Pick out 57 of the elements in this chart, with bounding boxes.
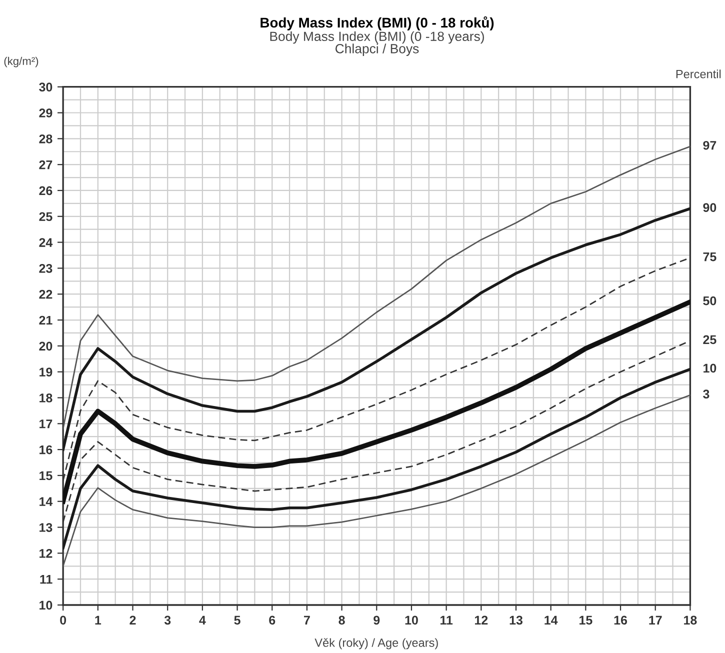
y-tick-label: 13 [40, 523, 52, 532]
y-tick-label: 28 [39, 134, 52, 144]
x-tick-label: 10 [405, 616, 418, 625]
line-series [63, 207, 690, 451]
y-tick-label: 19 [40, 368, 52, 376]
x-tick-label: 14 [544, 616, 558, 624]
y-tick-label: 23 [39, 264, 52, 273]
series-label: 50 [703, 296, 716, 306]
y-tick-label: 20 [39, 342, 52, 351]
x-axis-title: Věk (roky) / Age (years) [314, 638, 438, 650]
y-tick-label: 25 [39, 212, 52, 222]
y-tick-label: 29 [39, 108, 52, 118]
y-tick-label: 24 [39, 238, 53, 247]
series-label: 75 [703, 252, 716, 262]
x-tick-label: 13 [510, 616, 522, 625]
line-series [63, 368, 690, 550]
y-tick-label: 17 [40, 420, 52, 428]
x-tick-label: 5 [234, 616, 240, 625]
x-tick-label: 17 [649, 616, 662, 624]
series-label: 97 [703, 140, 716, 150]
y-tick-label: 12 [40, 548, 52, 558]
x-tick-label: 12 [474, 616, 488, 624]
chart-title: Body Mass Index (BMI) (0 - 18 roků) [260, 16, 494, 30]
x-tick-label: 15 [580, 616, 592, 625]
y-tick-label: 30 [39, 82, 52, 92]
x-tick-label: 8 [338, 616, 345, 625]
series-label: 10 [704, 364, 716, 373]
line-series [63, 394, 690, 567]
x-tick-label: 11 [440, 616, 453, 624]
series-label: 25 [703, 335, 716, 344]
y-tick-label: 11 [40, 575, 52, 584]
series-label: 3 [703, 390, 710, 399]
legend-title: Percentil [676, 70, 721, 78]
x-tick-label: 3 [164, 616, 171, 625]
y-tick-label: 21 [39, 316, 52, 325]
x-tick-label: 7 [304, 616, 310, 624]
y-axis-title: (kg/m²) [4, 56, 38, 68]
x-tick-label: 9 [374, 616, 380, 625]
x-tick-label: 4 [199, 616, 206, 624]
line-series [63, 146, 690, 430]
y-tick-label: 22 [39, 290, 52, 299]
y-tick-label: 18 [40, 394, 52, 402]
x-tick-label: 0 [60, 616, 66, 625]
line-series [63, 299, 690, 504]
y-tick-label: 16 [40, 445, 52, 454]
x-tick-label: 6 [269, 616, 276, 625]
y-tick-label: 15 [40, 471, 52, 480]
x-tick-label: 16 [614, 616, 628, 625]
x-tick-label: 1 [95, 616, 102, 624]
y-tick-label: 26 [39, 186, 52, 196]
y-tick-label: 10 [40, 600, 52, 610]
y-tick-label: 27 [39, 160, 52, 170]
chart-subtitle: Body Mass Index (BMI) (0 -18 years) Chlapci / Boys [270, 31, 484, 56]
x-tick-label: 2 [130, 616, 136, 624]
x-tick-label: 18 [684, 616, 697, 625]
y-tick-label: 14 [40, 497, 53, 506]
series-label: 90 [703, 203, 716, 212]
